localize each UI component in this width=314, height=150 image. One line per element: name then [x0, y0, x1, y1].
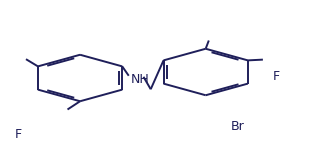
- Text: F: F: [15, 129, 22, 141]
- Text: Br: Br: [231, 120, 245, 132]
- Text: F: F: [273, 70, 280, 83]
- Text: NH: NH: [130, 73, 149, 86]
